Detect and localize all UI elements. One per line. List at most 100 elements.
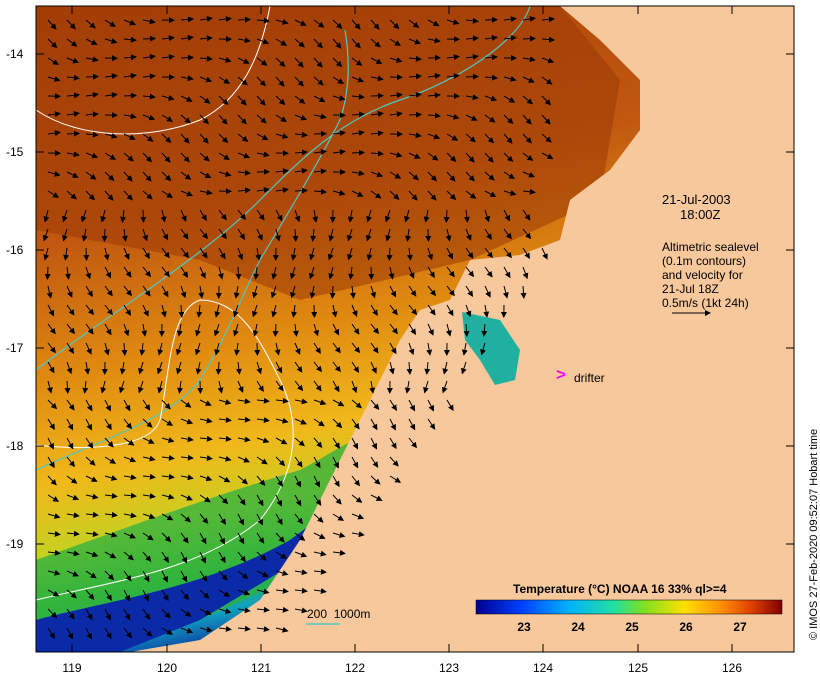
velocity-arrow [427, 112, 441, 119]
velocity-arrow [218, 171, 232, 177]
velocity-arrow [386, 247, 393, 261]
velocity-arrow [256, 551, 267, 561]
velocity-arrow [218, 76, 231, 84]
velocity-arrow [463, 323, 470, 337]
velocity-arrow [161, 54, 175, 61]
velocity-arrow [313, 437, 323, 448]
velocity-arrow [294, 380, 304, 392]
velocity-arrow [370, 285, 377, 299]
velocity-arrow [313, 456, 321, 469]
velocity-arrow [66, 589, 77, 599]
velocity-arrow [351, 361, 360, 373]
velocity-arrow [404, 380, 411, 394]
velocity-arrow [351, 494, 363, 503]
velocity-arrow [522, 209, 531, 221]
lon-tick-123: 123 [438, 661, 460, 675]
velocity-arrow [256, 209, 265, 221]
velocity-arrow [256, 532, 265, 544]
velocity-arrow [465, 266, 475, 278]
velocity-arrow [370, 171, 384, 178]
velocity-arrow [161, 608, 171, 619]
velocity-arrow [237, 16, 251, 23]
velocity-arrow [427, 266, 435, 279]
velocity-arrow [313, 113, 327, 120]
lon-tick-120: 120 [156, 661, 178, 675]
velocity-arrow [237, 37, 251, 44]
velocity-arrow [332, 323, 340, 336]
velocity-arrow [408, 418, 416, 431]
velocity-arrow [369, 380, 376, 394]
velocity-arrow [64, 380, 71, 394]
velocity-arrow [237, 532, 245, 545]
velocity-arrow [446, 399, 454, 412]
velocity-arrow [446, 73, 460, 80]
velocity-arrow [294, 149, 308, 156]
velocity-arrow [408, 132, 422, 139]
velocity-arrow [365, 228, 372, 242]
velocity-arrow [104, 531, 118, 538]
velocity-arrow [503, 35, 517, 42]
velocity-arrow [346, 228, 353, 242]
velocity-arrow [118, 380, 125, 394]
velocity-arrow [313, 168, 327, 175]
velocity-arrow [235, 266, 242, 280]
velocity-arrow [327, 247, 334, 261]
velocity-arrow [123, 171, 133, 182]
lat-tick-17: -17 [6, 341, 24, 355]
velocity-arrow [256, 588, 270, 595]
velocity-arrow [294, 114, 308, 121]
velocity-arrow [85, 589, 95, 600]
velocity-arrow [294, 95, 306, 104]
lon-tick-124: 124 [532, 661, 554, 675]
velocity-arrow [256, 456, 268, 465]
velocity-arrow [47, 19, 57, 30]
velocity-arrow [332, 418, 343, 429]
velocity-arrow [445, 323, 452, 337]
velocity-arrow [66, 530, 80, 537]
velocity-arrow [161, 627, 174, 635]
velocity-arrow [332, 399, 345, 407]
velocity-arrow [427, 37, 441, 44]
velocity-arrow [389, 38, 401, 47]
velocity-arrow [294, 456, 303, 468]
velocity-arrow [408, 399, 416, 412]
velocity-arrow [465, 94, 479, 101]
velocity-arrow [46, 380, 53, 394]
velocity-arrow [85, 131, 99, 138]
velocity-arrow [294, 342, 301, 355]
velocity-arrow [256, 361, 263, 375]
velocity-arrow [42, 228, 49, 242]
colorbar [475, 599, 783, 615]
velocity-arrow [332, 513, 345, 521]
velocity-arrow [104, 511, 118, 518]
velocity-arrow [199, 475, 213, 482]
velocity-arrow [465, 152, 475, 163]
velocity-arrow [214, 342, 221, 356]
velocity-arrow [121, 342, 128, 356]
velocity-arrow [484, 228, 492, 241]
velocity-arrow [389, 399, 397, 411]
velocity-arrow [123, 54, 137, 61]
velocity-arrow [275, 57, 286, 67]
velocity-arrow [213, 323, 220, 337]
velocity-arrow [142, 285, 151, 297]
velocity-arrow [347, 247, 353, 261]
velocity-arrow [199, 570, 208, 582]
velocity-arrow [180, 513, 191, 523]
velocity-arrow [82, 380, 89, 394]
velocity-arrow [522, 95, 533, 105]
velocity-arrow [161, 493, 175, 500]
velocity-arrow [292, 323, 299, 337]
velocity-arrow [370, 361, 377, 374]
velocity-arrow [85, 323, 94, 335]
velocity-arrow [142, 152, 152, 163]
legend-line-3: and velocity for [662, 268, 743, 282]
velocity-arrow [256, 397, 270, 404]
velocity-arrow [541, 57, 555, 64]
velocity-arrow [349, 285, 356, 299]
velocity-arrow [232, 304, 239, 318]
velocity-arrow [332, 361, 341, 373]
velocity-arrow [66, 92, 80, 99]
velocity-arrow [199, 435, 213, 442]
velocity-arrow [291, 304, 298, 318]
